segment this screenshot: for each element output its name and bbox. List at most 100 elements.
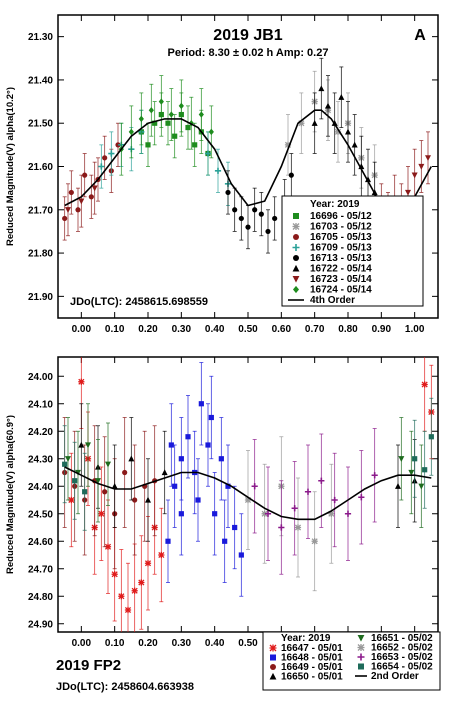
fit-curve xyxy=(64,466,432,521)
legend-item: 16652 - 05/02 xyxy=(357,643,433,654)
x-tick-label: 0.40 xyxy=(205,324,225,335)
data-point xyxy=(78,198,85,205)
series-5 xyxy=(65,403,425,528)
legend-box xyxy=(281,195,424,307)
y-tick-label: 21.90 xyxy=(28,292,53,303)
data-point xyxy=(225,483,231,489)
x-tick-label: 0.30 xyxy=(172,324,192,335)
data-point xyxy=(238,215,244,222)
data-point xyxy=(104,543,112,550)
plot-data xyxy=(62,57,433,254)
data-point xyxy=(245,224,251,230)
y-tick-label: 21.60 xyxy=(28,162,53,173)
chart-subtitle: Period: 8.30 ± 0.02 h Amp: 0.27 xyxy=(168,47,329,59)
data-point xyxy=(172,133,178,139)
data-point xyxy=(212,511,218,517)
y-tick-label: 21.30 xyxy=(28,32,53,43)
data-point xyxy=(225,189,231,196)
data-point xyxy=(111,483,118,489)
data-point xyxy=(222,538,228,544)
legend-marker xyxy=(269,644,277,652)
data-point xyxy=(192,142,198,148)
data-point xyxy=(298,120,305,127)
data-point xyxy=(265,228,271,235)
legend-label: 16713 - 05/13 xyxy=(310,253,372,264)
data-point xyxy=(422,467,428,473)
legend-item: 16723 - 05/14 xyxy=(292,274,372,285)
data-point xyxy=(371,472,378,479)
y-axis-label: Reduced Magnitude(V) alpha(10.2°) xyxy=(5,87,16,246)
y-tick-label: 24.60 xyxy=(28,537,53,548)
data-point xyxy=(328,510,335,517)
data-point xyxy=(144,560,152,567)
data-point xyxy=(344,510,352,517)
legend-label: 16705 - 05/13 xyxy=(310,232,372,243)
legend-marker xyxy=(357,635,365,642)
legend-item: 16650 - 05/01 xyxy=(269,672,343,683)
y-tick-label: 24.70 xyxy=(28,564,53,575)
data-point xyxy=(138,115,144,123)
data-point xyxy=(128,455,135,462)
data-point xyxy=(198,401,204,407)
legend-marker xyxy=(292,223,300,230)
legend-label: 2nd Order xyxy=(371,671,419,682)
x-tick-label: 0.20 xyxy=(138,324,158,335)
legend-marker xyxy=(357,653,365,661)
data-point xyxy=(195,497,201,503)
data-point xyxy=(428,434,434,440)
data-point xyxy=(351,141,358,148)
legend-marker xyxy=(358,663,364,670)
chart-title: 2019 JB1 xyxy=(213,27,282,44)
data-point xyxy=(165,120,171,126)
x-tick-label: 0.20 xyxy=(138,638,158,649)
data-point xyxy=(185,124,191,131)
data-point xyxy=(218,456,224,462)
series-3 xyxy=(62,122,121,241)
data-point xyxy=(244,496,252,504)
data-point xyxy=(172,483,178,489)
legend-item: 16651 - 05/02 xyxy=(357,633,433,644)
data-point xyxy=(261,510,268,517)
legend-item: 16724 - 05/14 xyxy=(293,285,372,296)
data-point xyxy=(204,150,212,157)
data-point xyxy=(102,155,108,161)
data-point xyxy=(304,488,312,495)
legend-item: 16705 - 05/13 xyxy=(293,232,372,243)
data-point xyxy=(65,207,71,213)
legend-label: 16709 - 05/13 xyxy=(310,243,372,254)
data-point xyxy=(408,469,415,476)
y-tick-label: 21.70 xyxy=(28,205,53,216)
data-point xyxy=(102,489,108,495)
jdo-label: JDo(LTC): 2458615.698559 xyxy=(70,296,208,308)
y-axis-label: Reduced Magnitude(V) alpha(60.9°) xyxy=(5,415,16,574)
x-tick-label: 0.50 xyxy=(238,324,258,335)
series-7 xyxy=(251,428,378,575)
data-point xyxy=(62,461,68,467)
legend-item: 16654 - 05/02 xyxy=(358,662,433,673)
panel-letter: A xyxy=(414,27,426,44)
data-point xyxy=(338,94,345,100)
data-point xyxy=(395,483,401,489)
y-tick-label: 24.30 xyxy=(28,454,53,465)
plot-data xyxy=(62,357,435,632)
data-point xyxy=(78,441,85,448)
data-point xyxy=(82,489,88,495)
data-point xyxy=(208,414,214,421)
data-point xyxy=(318,477,325,484)
x-tick-label: 1.00 xyxy=(405,324,425,335)
x-tick-label: 0.70 xyxy=(305,324,325,335)
data-point xyxy=(252,207,258,213)
data-point xyxy=(232,207,238,213)
legend-item: 16713 - 05/13 xyxy=(293,253,372,264)
data-point xyxy=(88,194,94,200)
y-tick-label: 21.40 xyxy=(28,75,53,86)
data-point xyxy=(178,102,184,110)
x-tick-label: 0.30 xyxy=(172,638,192,649)
legend-marker xyxy=(292,244,300,251)
x-tick-label: 0.80 xyxy=(338,324,358,335)
data-point xyxy=(178,511,184,517)
data-point xyxy=(345,128,351,135)
data-point xyxy=(418,483,425,490)
series-4 xyxy=(78,403,418,542)
